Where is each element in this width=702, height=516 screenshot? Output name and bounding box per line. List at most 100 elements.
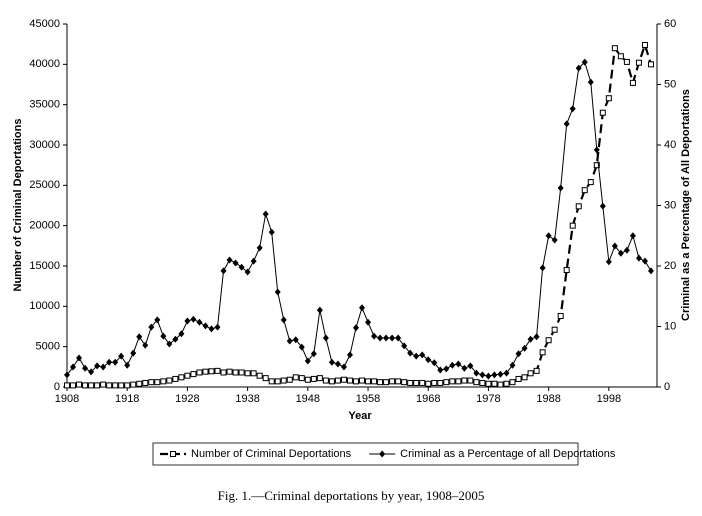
data-point: [346, 377, 353, 384]
data-point: [479, 379, 486, 386]
data-point: [244, 268, 251, 276]
data-point: [244, 370, 251, 377]
data-point: [623, 246, 630, 254]
data-point: [611, 45, 618, 52]
data-point: [178, 330, 185, 338]
data-point: [641, 257, 648, 265]
data-point: [389, 334, 396, 342]
data-point: [563, 267, 570, 274]
data-point: [166, 377, 173, 384]
data-point: [196, 318, 203, 326]
data-point: [274, 378, 281, 385]
y-tick-label: 40000: [29, 58, 60, 70]
y-tick-label: 20000: [29, 220, 60, 232]
data-point: [334, 360, 341, 368]
data-point: [136, 380, 143, 387]
data-point: [425, 356, 432, 364]
data-point: [154, 316, 161, 324]
data-point: [509, 379, 516, 386]
data-point: [473, 369, 480, 377]
legend-marker: [379, 450, 386, 458]
data-point: [419, 379, 426, 386]
data-point: [334, 377, 341, 384]
data-point: [286, 376, 293, 383]
y2-axis-title: Criminal as a Percentage of All Deportat…: [680, 89, 692, 321]
y2-tick-label: 40: [664, 139, 676, 151]
data-point: [310, 350, 317, 358]
data-point: [641, 41, 648, 48]
data-point: [611, 242, 618, 250]
data-point: [316, 306, 323, 314]
legend-label: Criminal as a Percentage of all Deportat…: [400, 448, 616, 460]
data-point: [437, 379, 444, 386]
series-line: [67, 41, 653, 387]
data-point: [280, 316, 287, 324]
y-tick-label: 25000: [29, 179, 60, 191]
data-point: [407, 379, 414, 386]
data-point: [304, 357, 311, 365]
data-point: [575, 64, 582, 72]
data-point: [431, 379, 438, 386]
data-point: [485, 372, 492, 380]
data-point: [64, 382, 70, 389]
data-point: [365, 318, 372, 326]
data-point: [557, 184, 564, 192]
data-point: [425, 380, 432, 387]
y-tick-label: 5000: [36, 341, 60, 353]
data-point: [82, 364, 89, 372]
data-point: [238, 263, 245, 271]
data-point: [256, 244, 263, 252]
x-tick-label: 1968: [416, 393, 440, 405]
data-point: [503, 380, 510, 387]
data-point: [497, 370, 504, 378]
data-point: [527, 370, 534, 377]
data-point: [298, 343, 305, 351]
data-point: [569, 105, 576, 113]
data-point: [521, 344, 528, 352]
data-point: [208, 325, 215, 333]
data-point: [431, 359, 438, 367]
data-point: [130, 381, 137, 388]
data-point: [461, 364, 468, 372]
data-point: [419, 351, 426, 359]
data-point: [545, 337, 552, 344]
data-point: [160, 332, 167, 340]
data-point: [545, 232, 552, 240]
data-point: [352, 378, 359, 385]
data-point: [605, 258, 612, 266]
data-point: [557, 313, 564, 320]
data-point: [232, 259, 239, 267]
x-tick-label: 1998: [597, 393, 621, 405]
data-point: [443, 365, 450, 373]
data-point: [124, 382, 131, 389]
data-point: [238, 369, 245, 376]
data-point: [539, 264, 546, 272]
data-point: [328, 378, 335, 385]
data-point: [629, 232, 636, 240]
y2-tick-label: 0: [664, 381, 670, 393]
data-point: [383, 334, 390, 342]
data-point: [491, 371, 498, 379]
data-point: [250, 370, 257, 377]
data-point: [587, 78, 594, 86]
y-tick-label: 45000: [29, 18, 60, 30]
data-point: [292, 374, 299, 381]
data-point: [599, 109, 606, 116]
data-point: [395, 334, 402, 342]
data-point: [82, 382, 89, 389]
x-tick-label: 1958: [356, 393, 380, 405]
data-point: [262, 210, 269, 218]
data-point: [352, 324, 359, 332]
data-point: [208, 368, 215, 375]
data-point: [220, 267, 227, 275]
data-point: [629, 79, 636, 86]
data-point: [274, 288, 281, 296]
data-point: [316, 375, 323, 382]
data-point: [515, 375, 522, 382]
data-point: [100, 381, 107, 388]
data-point: [226, 256, 233, 264]
data-point: [214, 367, 221, 374]
data-point: [346, 351, 353, 359]
y2-tick-label: 50: [664, 78, 676, 90]
